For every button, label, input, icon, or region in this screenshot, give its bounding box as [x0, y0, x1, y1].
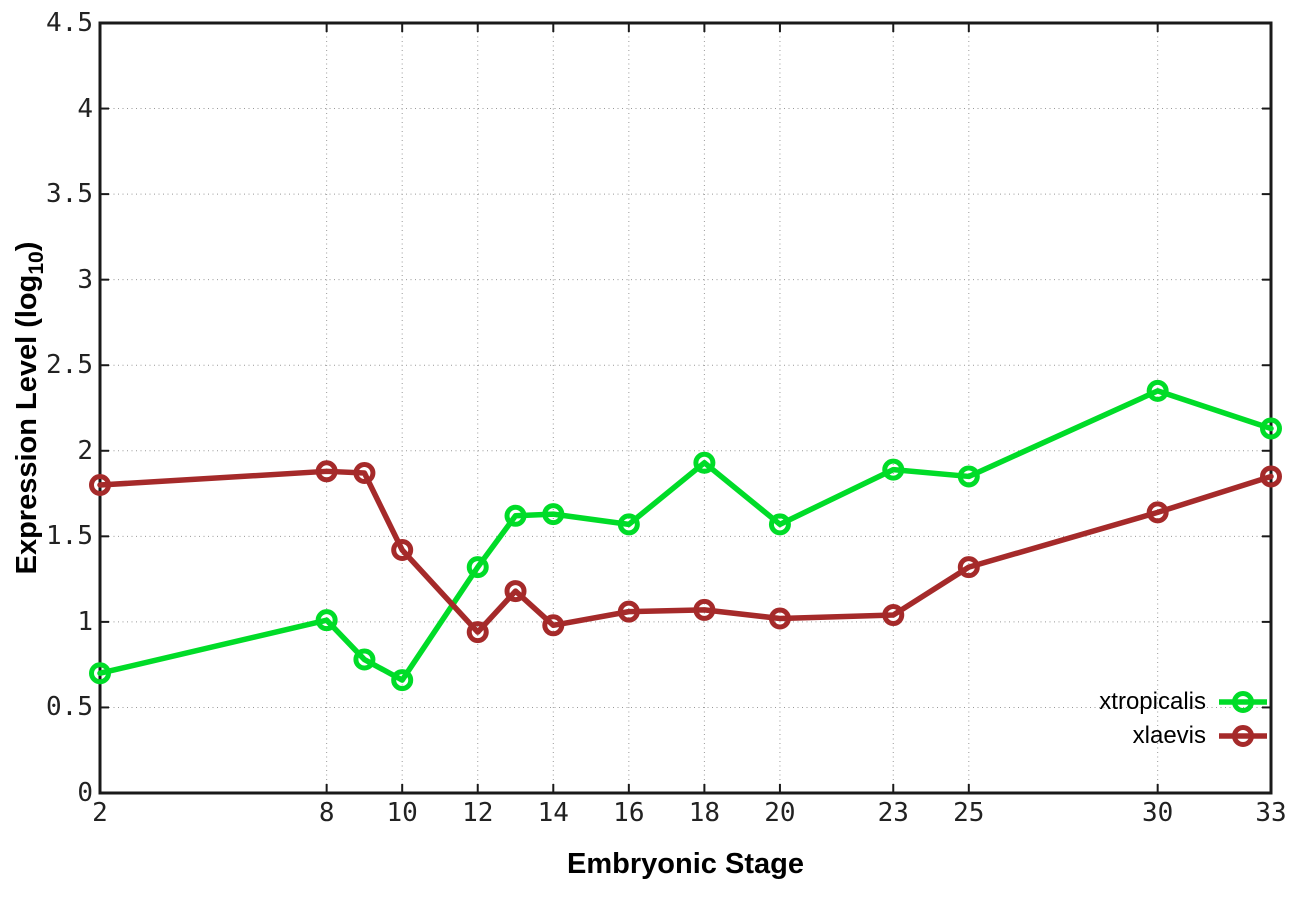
series-line-xtropicalis	[97, 388, 1274, 683]
y-tick-label: 4.5	[46, 8, 93, 38]
legend-item-xtropicalis: xtropicalis	[1099, 685, 1270, 719]
data-point-xlaevis	[542, 614, 565, 637]
data-point-xlaevis	[617, 600, 640, 623]
x-tick-label: 25	[953, 798, 985, 828]
y-tick-label: 0.5	[46, 692, 93, 723]
y-axis-title-subscript: 10	[24, 251, 48, 275]
data-point-xlaevis	[504, 580, 527, 603]
y-axis-title-text: Expression Level (log	[11, 274, 44, 575]
data-point-xtropicalis	[89, 662, 111, 685]
data-point-xlaevis	[353, 462, 376, 485]
y-tick-label: 1	[77, 606, 93, 637]
legend-sample-xlaevis-icon	[1219, 725, 1267, 747]
data-point-xtropicalis	[466, 556, 489, 579]
y-tick-label: 3	[77, 264, 93, 295]
x-tick-label: 2	[92, 798, 108, 828]
data-point-xtropicalis	[391, 669, 414, 692]
y-tick-label: 1.5	[46, 521, 93, 552]
x-tick-label: 23	[877, 798, 909, 828]
x-tick-label: 14	[537, 798, 569, 828]
data-point-xlaevis	[315, 460, 338, 483]
series-line-xlaevis	[97, 468, 1274, 635]
x-axis-title: Embryonic Stage	[567, 848, 804, 880]
y-axis-title-close: )	[11, 241, 44, 252]
y-tick-label: 0	[77, 778, 93, 808]
data-point-xtropicalis	[882, 458, 905, 481]
data-point-xtropicalis	[504, 504, 527, 527]
data-point-xtropicalis	[542, 503, 565, 526]
y-tick-label: 2.5	[46, 350, 93, 381]
legend-label-xlaevis: xlaevis	[1132, 722, 1206, 749]
data-point-xlaevis	[89, 474, 111, 496]
x-tick-label: 30	[1142, 798, 1174, 828]
data-point-xlaevis	[957, 556, 980, 579]
data-point-xtropicalis	[957, 465, 980, 488]
data-point-xlaevis	[768, 607, 791, 630]
data-point-xlaevis	[882, 604, 905, 627]
data-point-xlaevis	[391, 539, 414, 562]
y-tick-label: 4	[77, 93, 93, 124]
y-tick-label: 3.5	[46, 179, 93, 210]
legend-label-xtropicalis: xtropicalis	[1099, 688, 1206, 715]
data-point-xtropicalis	[617, 513, 640, 536]
x-tick-label: 18	[688, 798, 721, 828]
x-tick-label: 8	[318, 798, 335, 828]
data-point-xtropicalis	[1146, 379, 1169, 402]
x-tick-label: 20	[764, 798, 796, 828]
data-point-xlaevis	[1146, 501, 1169, 524]
data-point-xtropicalis	[693, 451, 716, 474]
legend-sample-xtropicalis-icon	[1219, 691, 1267, 713]
data-point-xlaevis	[466, 621, 489, 644]
plot-border	[98, 21, 1273, 795]
legend-item-xlaevis: xlaevis	[1099, 719, 1270, 753]
data-point-xtropicalis	[315, 609, 338, 632]
data-point-xtropicalis	[768, 513, 791, 536]
data-point-xtropicalis	[353, 648, 376, 671]
x-tick-label: 16	[613, 798, 645, 828]
x-tick-label: 10	[386, 798, 418, 828]
legend: xtropicalis xlaevis	[1099, 685, 1270, 753]
data-point-xlaevis	[1260, 465, 1282, 488]
data-point-xtropicalis	[1260, 417, 1282, 440]
x-tick-label: 12	[462, 798, 494, 828]
data-point-xlaevis	[693, 598, 716, 621]
x-tick-label: 33	[1255, 798, 1287, 828]
y-tick-label: 2	[77, 435, 93, 466]
